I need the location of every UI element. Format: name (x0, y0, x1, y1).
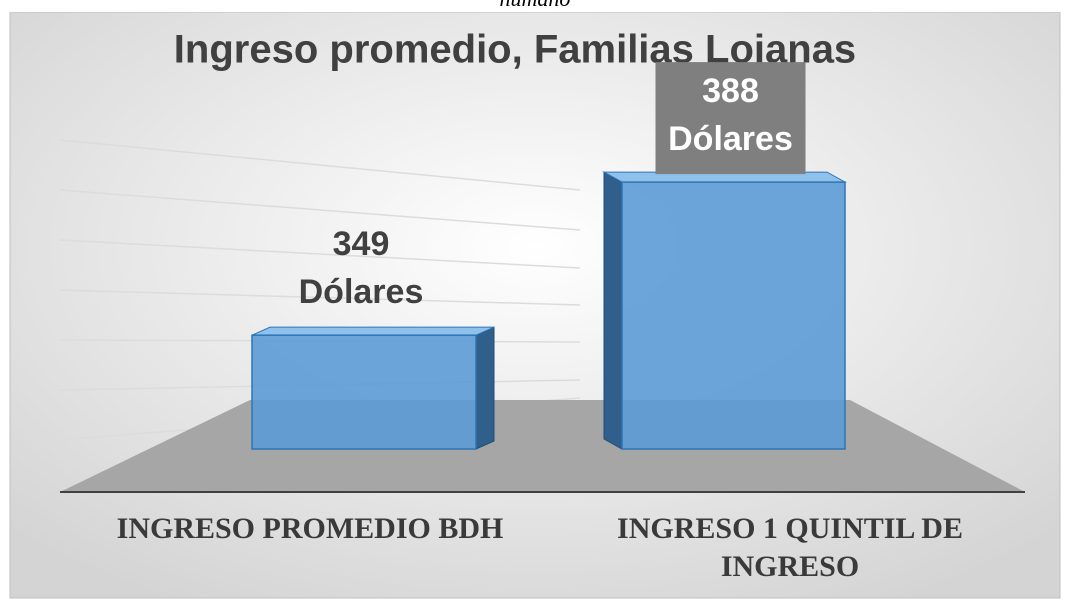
value-label-line: 388 (702, 72, 759, 110)
value-label-line: 349 (333, 225, 390, 263)
value-label-line: Dólares (299, 273, 424, 311)
x-tick-label: INGRESO PROMEDIO BDH (116, 512, 504, 545)
bar-side (603, 171, 623, 450)
value-label-line: Dólares (668, 120, 793, 158)
bar (251, 334, 477, 450)
value-label: 349 Dólares (299, 225, 424, 311)
value-label-box (655, 62, 806, 175)
bar-top (251, 326, 495, 336)
bar-side (475, 326, 495, 450)
header-strip (0, 0, 1071, 12)
value-label: 388 Dólares (668, 72, 793, 158)
header-fragment: humano (500, 0, 571, 11)
bar (621, 181, 846, 450)
chart-frame (9, 11, 1061, 599)
x-tick-label: INGRESO 1 QUINTIL DE INGRESO (617, 512, 963, 583)
